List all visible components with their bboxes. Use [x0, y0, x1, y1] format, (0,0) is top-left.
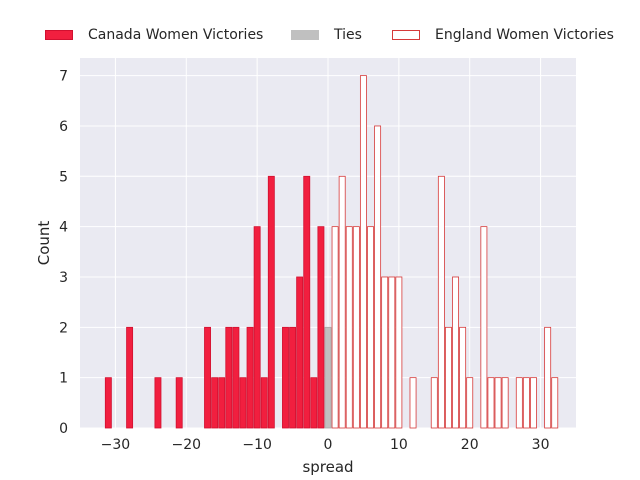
y-tick-label: 5: [59, 169, 68, 185]
bar-canada: [218, 377, 226, 429]
bars: [104, 75, 559, 429]
bar-ties: [324, 326, 332, 429]
legend-label-england: England Women Victories: [435, 27, 614, 43]
bar-england: [359, 75, 367, 429]
bar-canada: [232, 326, 240, 429]
x-tick-labels: −30 −20 −10 0 10 20 30: [101, 437, 550, 453]
bar-england: [345, 226, 353, 429]
bar-canada: [267, 175, 275, 429]
bar-england: [452, 276, 459, 429]
bar-england: [522, 377, 530, 429]
x-tick-label: −20: [172, 437, 202, 453]
bar-england: [487, 377, 495, 429]
bar-england: [544, 326, 552, 429]
bar-canada: [317, 226, 325, 429]
bar-england: [551, 377, 559, 429]
y-tick-labels: 0 1 2 3 4 5 6 7: [59, 69, 68, 437]
bar-england: [381, 276, 389, 429]
bar-england: [445, 326, 452, 429]
bar-canada: [154, 377, 162, 429]
y-tick-label: 2: [59, 320, 68, 336]
bar-canada: [104, 377, 112, 429]
y-tick-label: 0: [59, 421, 68, 437]
bar-canada: [126, 326, 134, 429]
y-tick-label: 1: [59, 371, 68, 387]
bar-england: [409, 377, 417, 429]
legend-item-ties: Ties: [291, 27, 362, 43]
y-tick-label: 6: [59, 119, 68, 135]
bar-england: [374, 125, 382, 429]
y-tick-label: 3: [59, 270, 68, 286]
bar-canada: [175, 377, 183, 429]
bar-canada: [239, 377, 247, 429]
bar-canada: [260, 377, 268, 429]
bar-england: [530, 377, 537, 429]
bar-canada: [303, 175, 311, 429]
bar-england: [501, 377, 509, 429]
x-axis-label: spread: [302, 458, 353, 476]
x-tick-label: −30: [101, 437, 131, 453]
bar-england: [480, 226, 488, 429]
bar-canada: [253, 226, 261, 429]
legend-swatch-england: [392, 30, 420, 40]
bar-england: [388, 276, 396, 429]
bar-england: [466, 377, 474, 429]
x-tick-label: 10: [390, 437, 408, 453]
bar-england: [437, 175, 445, 429]
legend: Canada Women Victories Ties England Wome…: [0, 27, 640, 47]
bar-canada: [289, 326, 297, 429]
bar-england: [430, 377, 438, 429]
bar-england: [515, 377, 523, 429]
x-tick-label: 0: [324, 437, 333, 453]
bar-england: [338, 175, 346, 429]
bar-canada: [204, 326, 211, 429]
x-tick-label: 30: [532, 437, 550, 453]
bar-canada: [211, 377, 219, 429]
bar-canada: [282, 326, 289, 429]
bar-england: [459, 326, 467, 429]
x-tick-label: 20: [461, 437, 479, 453]
bar-england: [494, 377, 502, 429]
bar-england: [395, 276, 403, 429]
legend-label-canada: Canada Women Victories: [88, 27, 264, 43]
bar-canada: [310, 377, 318, 429]
bar-england: [331, 226, 339, 429]
bar-canada: [246, 326, 254, 429]
y-tick-label: 4: [59, 220, 68, 236]
legend-swatch-ties: [291, 30, 319, 40]
legend-label-ties: Ties: [334, 27, 362, 43]
y-tick-label: 7: [59, 69, 68, 85]
legend-item-england: England Women Victories: [392, 27, 614, 43]
legend-item-canada: Canada Women Victories: [45, 27, 263, 43]
y-axis-label: Count: [35, 221, 53, 266]
bar-england: [367, 226, 374, 429]
bar-england: [352, 226, 360, 429]
x-tick-label: −10: [242, 437, 272, 453]
legend-swatch-canada: [45, 30, 73, 40]
bar-canada: [225, 326, 233, 429]
bar-canada: [296, 276, 304, 429]
